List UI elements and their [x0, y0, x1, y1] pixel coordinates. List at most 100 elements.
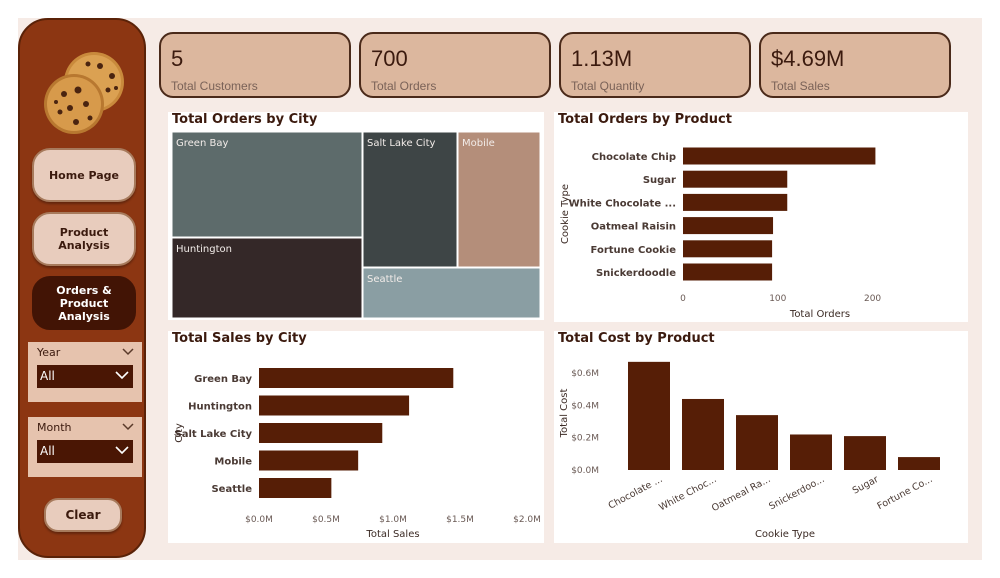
nav-home-page-button[interactable]: Home Page [32, 148, 136, 202]
bar [259, 478, 332, 498]
bar [736, 415, 778, 470]
chevron-down-icon [115, 446, 129, 455]
chart-title: Total Orders by City [172, 112, 318, 127]
year-slicer: Year All [28, 342, 142, 402]
orders-by-product-bar-chart: Chocolate Chip Sugar White Chocolate ... Oa… [560, 147, 881, 320]
y-axis-label: Total Cost [559, 389, 570, 439]
category-label: Fortune Co... [876, 474, 935, 512]
kpi-card-total-customers: 5 Total Customers [159, 32, 351, 98]
treemap-label: Seattle [367, 274, 402, 285]
bar [844, 436, 886, 470]
chart-title: Total Orders by Product [558, 112, 732, 127]
sidebar: Home Page Product Analysis Orders & Prod… [18, 18, 146, 558]
year-dropdown[interactable]: All [37, 365, 133, 388]
kpi-card-total-quantity: 1.13M Total Quantity [559, 32, 751, 98]
nav-product-analysis-button[interactable]: Product Analysis [32, 212, 136, 266]
kpi-label: Total Sales [771, 79, 830, 93]
bar [683, 263, 773, 281]
chevron-down-icon[interactable] [122, 421, 134, 431]
month-dropdown-value: All [40, 444, 55, 458]
cost-by-product-column-chart: $0.0M $0.2M $0.4M $0.6M Chocolate ...White C… [559, 361, 940, 540]
bar [259, 395, 410, 416]
treemap-label: Salt Lake City [367, 138, 436, 149]
tick-label: $2.0M [513, 515, 541, 525]
month-slicer: Month All [28, 417, 142, 477]
treemap-tile [171, 237, 363, 319]
orders-by-city-panel: Total Orders by City Green Bay Huntington… [168, 112, 544, 320]
tick-label: 0 [680, 294, 686, 304]
x-axis-label: Cookie Type [755, 529, 815, 540]
kpi-value: 700 [371, 46, 408, 71]
tick-label: $1.5M [446, 515, 474, 525]
bar [259, 450, 359, 471]
category-label: Salt Lake City [175, 429, 253, 440]
bar [683, 217, 774, 235]
treemap-label: Mobile [462, 138, 495, 149]
bar [790, 434, 832, 470]
tick-label: $0.4M [571, 401, 599, 411]
treemap-label: Green Bay [176, 138, 228, 149]
tick-label: $0.2M [571, 434, 599, 444]
tick-label: $1.0M [379, 515, 407, 525]
treemap-chart: Green Bay Huntington Salt Lake City Mobile S… [171, 131, 541, 319]
tick-label: $0.0M [245, 515, 273, 525]
category-label: Seattle [211, 484, 252, 495]
tick-label: $0.5M [312, 515, 340, 525]
category-label: Sugar [851, 474, 881, 497]
sales-by-city-bar-chart: Green Bay Huntington Salt Lake City Mobile S… [174, 368, 541, 540]
treemap-tile [171, 131, 363, 238]
category-label: Fortune Cookie [591, 245, 677, 256]
category-label: Green Bay [194, 374, 252, 385]
year-dropdown-value: All [40, 369, 55, 383]
category-label: White Choc... [657, 474, 718, 513]
category-label: Huntington [188, 402, 252, 413]
kpi-card-total-sales: $4.69M Total Sales [759, 32, 951, 98]
category-label: Mobile [214, 457, 252, 468]
kpi-value: 5 [171, 46, 184, 71]
category-label: White Chocolate ... [569, 198, 676, 209]
x-axis-label: Total Sales [365, 529, 419, 540]
treemap-label: Huntington [176, 244, 232, 255]
chart-title: Total Cost by Product [558, 331, 715, 346]
month-dropdown[interactable]: All [37, 440, 133, 463]
chevron-down-icon [115, 371, 129, 380]
bar [682, 398, 724, 470]
chevron-down-icon[interactable] [122, 346, 134, 356]
category-label: Snickerdoodle [596, 268, 676, 279]
orders-by-product-panel: Total Orders by Product Chocolate Chip Su… [554, 112, 968, 322]
tick-label: $0.6M [571, 369, 599, 379]
clear-filters-button[interactable]: Clear [44, 498, 122, 532]
y-axis-label: City [174, 423, 185, 443]
category-label: Oatmeal Raisin [591, 222, 676, 233]
x-axis-label: Total Orders [789, 309, 850, 320]
kpi-label: Total Quantity [571, 79, 645, 93]
bar [898, 457, 940, 470]
treemap-tile [362, 131, 458, 268]
kpi-label: Total Orders [371, 79, 437, 93]
cost-by-product-panel: Total Cost by Product $0.0M $0.2M $0.4M $0.… [554, 331, 968, 543]
category-label: Oatmeal Ra... [710, 474, 772, 514]
kpi-card-total-orders: 700 Total Orders [359, 32, 551, 98]
kpi-label: Total Customers [171, 79, 258, 93]
nav-orders-product-analysis-button[interactable]: Orders & Product Analysis [32, 276, 136, 330]
tick-label: $0.0M [571, 466, 599, 476]
bar [683, 193, 788, 211]
cookie-logo-icon [44, 52, 124, 134]
bar [683, 147, 876, 165]
year-slicer-title: Year [37, 346, 61, 359]
sales-by-city-panel: Total Sales by City Green Bay Huntington S… [168, 331, 544, 543]
bar [628, 361, 670, 470]
treemap-tile [457, 131, 541, 268]
bar [683, 240, 773, 258]
chart-title: Total Sales by City [172, 331, 307, 346]
tick-label: 100 [769, 294, 786, 304]
category-label: Chocolate ... [607, 474, 665, 512]
category-label: Chocolate Chip [592, 152, 676, 163]
kpi-value: $4.69M [771, 46, 845, 71]
category-label: Sugar [643, 175, 676, 186]
month-slicer-title: Month [37, 421, 72, 434]
kpi-value: 1.13M [571, 46, 633, 71]
y-axis-label: Cookie Type [560, 184, 571, 244]
bar [683, 170, 788, 188]
bar [259, 423, 383, 443]
